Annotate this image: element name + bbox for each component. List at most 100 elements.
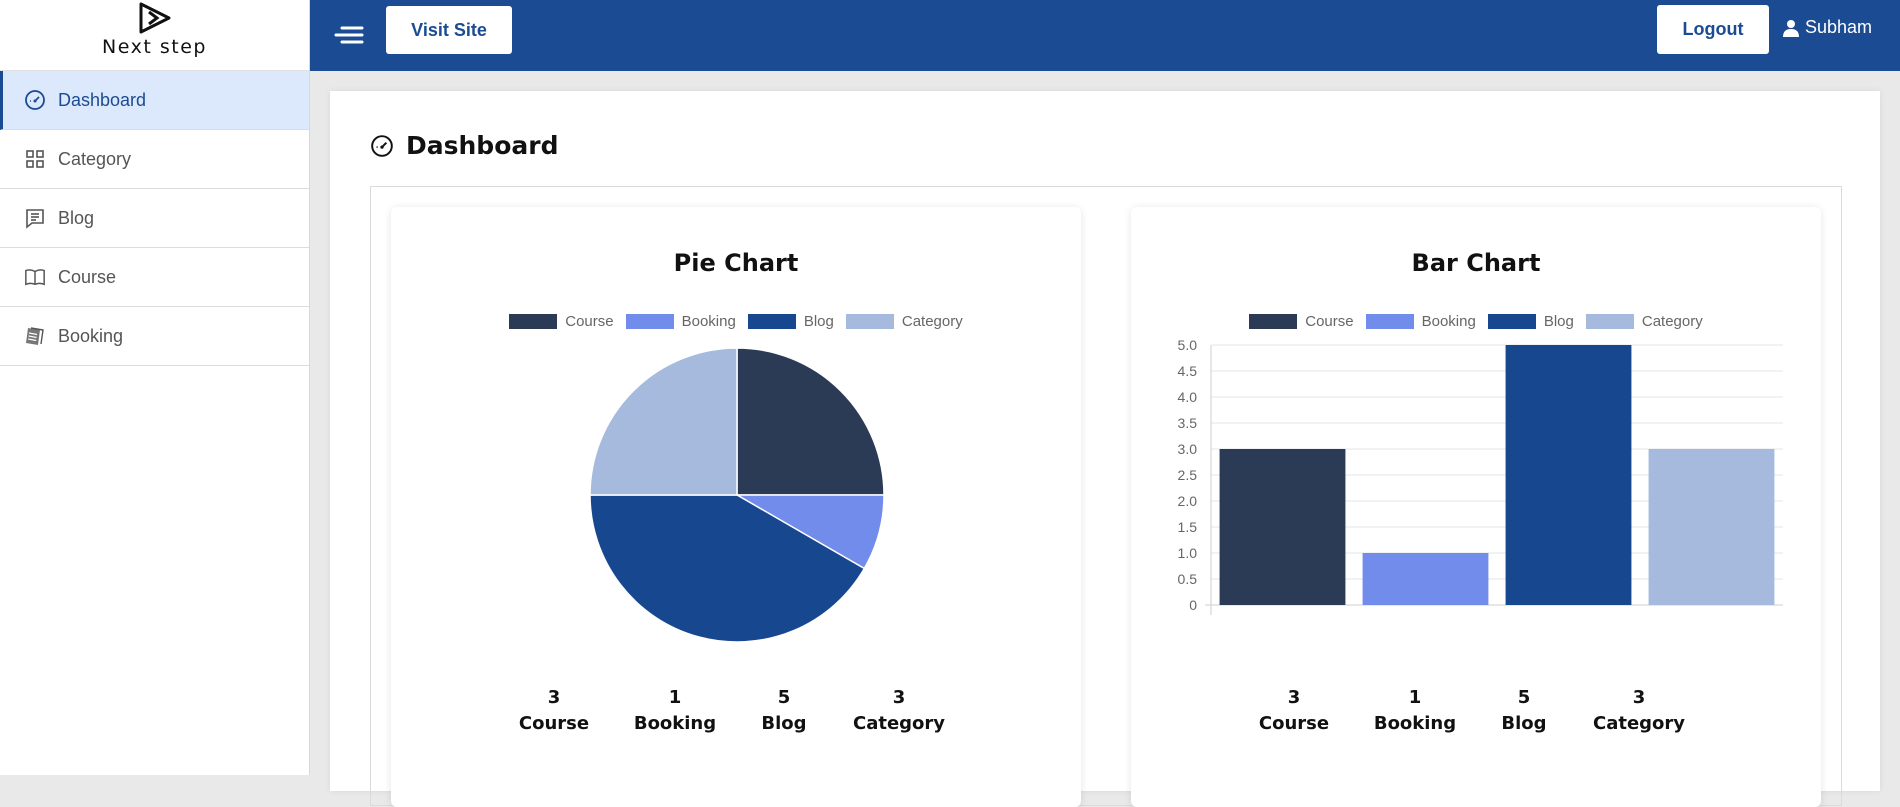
legend-item[interactable]: Course <box>509 313 614 330</box>
y-tick-label: 1.5 <box>1178 519 1198 535</box>
user-icon <box>1783 19 1799 37</box>
play-logo-icon <box>139 2 170 34</box>
count-category: 3 Category <box>819 685 979 737</box>
pie-chart-card: Pie Chart Course Booking Blog Category 3… <box>391 207 1081 807</box>
legend-item[interactable]: Blog <box>1487 313 1574 330</box>
count-label: Blog <box>761 713 807 734</box>
sidebar-item-booking[interactable]: Booking <box>0 307 309 366</box>
page-title: Dashboard <box>370 131 558 160</box>
visit-site-button[interactable]: Visit Site <box>386 6 512 54</box>
y-tick-label: 1.0 <box>1178 545 1198 561</box>
main-panel: Dashboard Pie Chart Course Booking Blog … <box>330 91 1880 807</box>
sidebar-item-dashboard[interactable]: Dashboard <box>0 71 309 130</box>
count-blog: 5 Blog <box>1489 685 1559 737</box>
chart-legend: Course Booking Blog Category <box>391 313 1081 330</box>
summary-counts: 3 Course 1 Booking 5 Blog 3 Category <box>1247 685 1719 737</box>
legend-label: Course <box>1305 313 1354 330</box>
gauge-icon <box>370 134 394 158</box>
count-value: 5 <box>777 687 791 708</box>
sidebar-item-label: Dashboard <box>58 89 147 110</box>
count-course: 3 Course <box>1247 685 1341 737</box>
bar-blog[interactable] <box>1505 345 1632 605</box>
pie-slice-category[interactable] <box>589 347 738 496</box>
count-value: 5 <box>1517 687 1531 708</box>
count-blog: 5 Blog <box>749 685 819 737</box>
chart-legend: Course Booking Blog Category <box>1131 313 1821 330</box>
sidebar-item-course[interactable]: Course <box>0 248 309 307</box>
y-tick-label: 0 <box>1189 597 1197 613</box>
message-list-icon <box>24 207 46 229</box>
y-tick-label: 4.0 <box>1178 389 1198 405</box>
chart-title: Bar Chart <box>1411 249 1541 277</box>
count-value: 1 <box>1408 687 1422 708</box>
legend-label: Category <box>1641 313 1703 330</box>
legend-item[interactable]: Booking <box>625 313 736 330</box>
count-category: 3 Category <box>1559 685 1719 737</box>
count-value: 3 <box>1287 687 1301 708</box>
summary-counts: 3 Course 1 Booking 5 Blog 3 Category <box>507 685 979 737</box>
legend-label: Booking <box>681 313 736 330</box>
legend-item[interactable]: Course <box>1249 313 1354 330</box>
count-label: Category <box>1592 713 1686 734</box>
y-tick-label: 2.0 <box>1178 493 1198 509</box>
legend-item[interactable]: Category <box>845 313 963 330</box>
pie-slice-course[interactable] <box>736 347 885 496</box>
sidebar-item-label: Booking <box>58 325 124 346</box>
bar-category[interactable] <box>1648 449 1775 605</box>
count-value: 3 <box>1632 687 1646 708</box>
user-menu[interactable]: Subham <box>1783 17 1872 38</box>
legend-swatch <box>509 314 558 329</box>
count-label: Blog <box>1501 713 1547 734</box>
legend-swatch <box>1585 314 1634 329</box>
grid-icon <box>24 148 46 170</box>
legend-item[interactable]: Blog <box>747 313 834 330</box>
y-tick-label: 3.5 <box>1178 415 1198 431</box>
page-title-text: Dashboard <box>406 131 559 160</box>
legend-label: Blog <box>1543 313 1574 330</box>
count-label: Booking <box>633 713 717 734</box>
charts-container: Pie Chart Course Booking Blog Category 3… <box>370 186 1842 807</box>
bar-booking[interactable] <box>1362 553 1489 605</box>
y-tick-label: 4.5 <box>1178 363 1198 379</box>
legend-swatch <box>747 314 796 329</box>
count-course: 3 Course <box>507 685 601 737</box>
sidebar-item-category[interactable]: Category <box>0 130 309 189</box>
count-value: 3 <box>892 687 906 708</box>
legend-item[interactable]: Category <box>1585 313 1703 330</box>
brand-name: Next step <box>102 36 207 58</box>
legend-label: Booking <box>1421 313 1476 330</box>
notebook-icon <box>24 325 46 347</box>
pie-slice-booking[interactable] <box>734 494 885 570</box>
topbar: Visit Site Logout Subham <box>310 0 1900 71</box>
bar-chart-card: Bar Chart Course Booking Blog Category 0… <box>1131 207 1821 807</box>
count-label: Course <box>518 713 590 734</box>
legend-item[interactable]: Booking <box>1365 313 1476 330</box>
legend-label: Course <box>565 313 614 330</box>
bar-course[interactable] <box>1219 449 1346 605</box>
legend-swatch <box>845 314 894 329</box>
count-label: Course <box>1258 713 1330 734</box>
legend-label: Category <box>901 313 963 330</box>
count-label: Booking <box>1373 713 1457 734</box>
count-booking: 1 Booking <box>601 685 749 737</box>
sidebar-item-label: Category <box>58 148 132 169</box>
y-tick-label: 0.5 <box>1178 571 1198 587</box>
sidebar-item-label: Course <box>58 266 117 287</box>
logout-button[interactable]: Logout <box>1657 5 1769 54</box>
brand[interactable]: Next step <box>0 0 309 71</box>
sidebar-item-blog[interactable]: Blog <box>0 189 309 248</box>
chart-title: Pie Chart <box>673 249 799 277</box>
legend-swatch <box>1249 314 1298 329</box>
pie-slice-blog[interactable] <box>589 494 866 643</box>
count-value: 3 <box>547 687 561 708</box>
y-tick-label: 2.5 <box>1178 467 1198 483</box>
legend-swatch <box>1365 314 1414 329</box>
count-booking: 1 Booking <box>1341 685 1489 737</box>
legend-swatch <box>625 314 674 329</box>
menu-toggle-icon[interactable] <box>332 18 366 52</box>
user-name: Subham <box>1805 17 1873 37</box>
sidebar: Next step Dashboard Category Blog Course… <box>0 0 310 775</box>
gauge-icon <box>24 89 46 111</box>
legend-label: Blog <box>803 313 834 330</box>
count-label: Category <box>852 713 946 734</box>
